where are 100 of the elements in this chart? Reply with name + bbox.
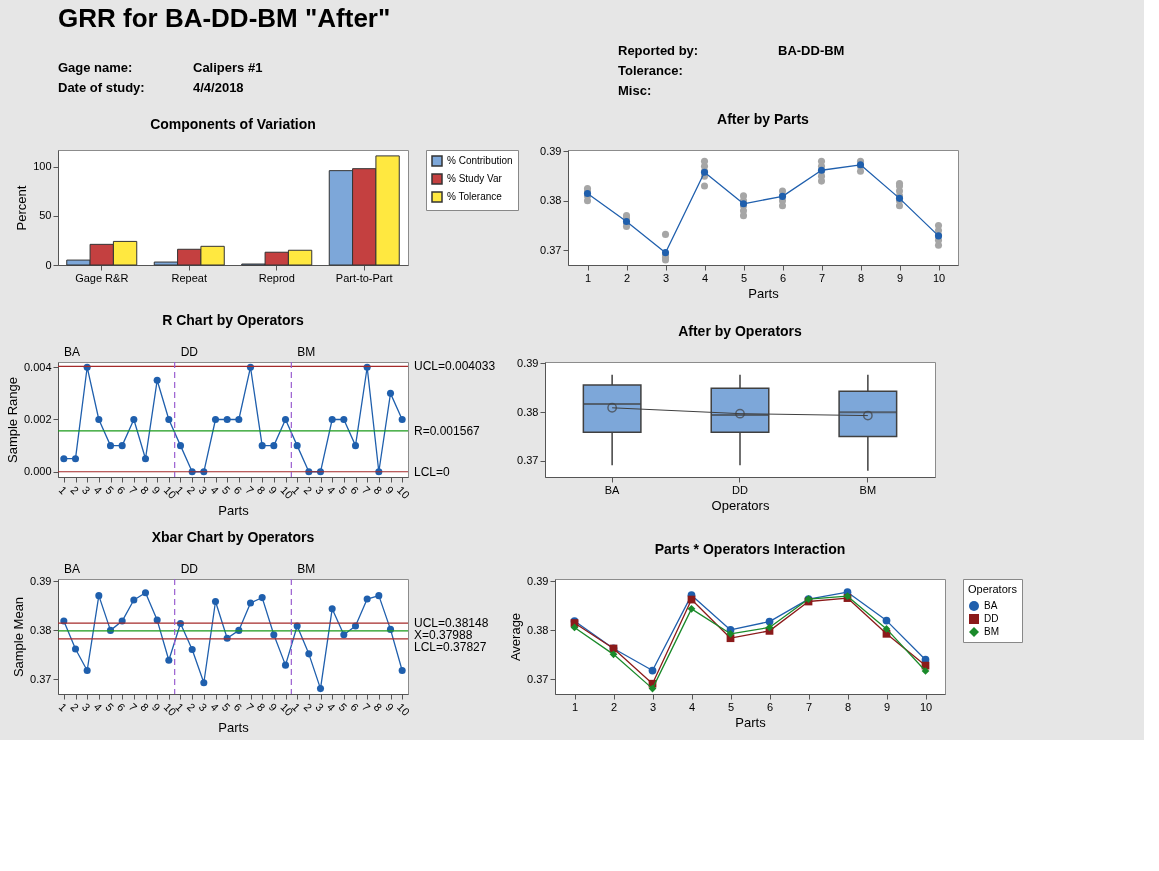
x-tick-label: 4: [324, 700, 338, 714]
x-tick-label: 1: [571, 700, 579, 713]
x-tick-label: 7: [805, 700, 813, 713]
x-tick-label: BA: [604, 483, 621, 496]
text: Tolerance:: [618, 63, 683, 78]
y-tick-label: 0.002: [23, 413, 52, 425]
text: BA: [64, 562, 81, 576]
y-tick-label: 0.38: [30, 623, 52, 636]
x-tick-label: 3: [662, 271, 670, 284]
x-tick-label: 8: [254, 700, 268, 714]
x-tick-label: 9: [149, 700, 163, 714]
y-tick-label: 0.38: [517, 405, 539, 418]
x-axis-title: Parts: [748, 285, 780, 301]
x-tick-label: 5: [727, 700, 735, 713]
x-tick-label: Gage R&R: [75, 271, 129, 284]
y-tick-label: 0.39: [517, 356, 539, 369]
ref-line-label: UCL=0.38148: [414, 616, 489, 631]
y-tick-label: 0.004: [23, 360, 52, 373]
y-tick-label: 0.39: [30, 574, 52, 587]
y-tick-label: 0.38: [540, 194, 562, 207]
ref-line-label: R=0.001567: [414, 423, 481, 438]
ref-line-label: X=0.37988: [414, 628, 473, 643]
x-tick-label: 3: [196, 700, 210, 714]
x-tick-label: 3: [79, 483, 93, 497]
x-tick-label: 2: [623, 271, 631, 284]
y-tick-label: 0.39: [540, 144, 562, 157]
x-tick-label: 2: [68, 483, 82, 497]
x-tick-label: 2: [301, 700, 315, 714]
y-tick-label: 0: [45, 258, 52, 271]
y-axis-title: Average: [508, 612, 524, 662]
text: BM: [297, 562, 316, 576]
x-tick-label: 10: [932, 271, 946, 284]
x-tick-label: 10: [394, 700, 413, 718]
y-tick-label: 0.000: [23, 465, 52, 478]
x-tick-label: BM: [859, 483, 877, 496]
x-tick-label: 6: [766, 700, 774, 713]
x-tick-label: 2: [68, 700, 82, 714]
x-tick-label: 2: [301, 483, 315, 497]
text: Gage name:: [58, 60, 133, 75]
x-axis-title: Parts: [218, 502, 250, 518]
legend-label: DD: [984, 613, 999, 624]
chart-title: Parts * Operators Interaction: [654, 541, 846, 558]
x-tick-label: 6: [231, 483, 245, 497]
text: BA: [64, 345, 81, 359]
y-tick-label: 0.39: [527, 574, 549, 587]
chart-title: After by Parts: [717, 111, 810, 128]
text: Reported by:: [618, 43, 699, 58]
x-tick-label: 5: [219, 483, 233, 497]
x-tick-label: 9: [883, 700, 891, 713]
x-axis-title: Parts: [735, 714, 767, 730]
x-tick-label: 8: [857, 271, 865, 284]
x-tick-label: 3: [79, 700, 93, 714]
ref-line-label: UCL=0.004033: [414, 359, 496, 374]
x-tick-label: DD: [732, 483, 748, 496]
y-axis-title: Sample Mean: [11, 596, 27, 678]
chart-title: After by Operators: [678, 323, 803, 340]
x-tick-label: Repeat: [171, 271, 207, 284]
x-tick-label: 9: [266, 700, 280, 714]
x-tick-label: 9: [383, 483, 397, 497]
y-axis-title: Percent: [14, 185, 30, 231]
legend-label: % Study Var: [447, 173, 503, 184]
text: Misc:: [618, 83, 652, 98]
x-tick-label: 7: [243, 483, 257, 497]
y-tick-label: 0.37: [540, 243, 562, 256]
x-axis-title: Parts: [218, 719, 250, 735]
x-tick-label: 9: [896, 271, 904, 284]
x-tick-label: 7: [126, 483, 140, 497]
x-tick-label: 7: [818, 271, 826, 284]
x-tick-label: 8: [844, 700, 852, 713]
x-tick-label: 9: [266, 483, 280, 497]
x-tick-label: 3: [196, 483, 210, 497]
chart-title: Components of Variation: [150, 115, 316, 132]
x-tick-label: Reprod: [258, 271, 295, 284]
text: Calipers #1: [193, 60, 263, 75]
x-tick-label: 3: [313, 483, 327, 497]
x-tick-label: 2: [610, 700, 618, 713]
x-tick-label: 8: [138, 700, 152, 714]
x-tick-label: 5: [336, 483, 350, 497]
legend-label: % Contribution: [447, 155, 513, 166]
chart-title: Xbar Chart by Operators: [151, 529, 315, 545]
legend-label: BM: [984, 626, 999, 637]
x-tick-label: Part-to-Part: [335, 271, 393, 284]
y-tick-label: 100: [33, 160, 52, 173]
ref-line-label: LCL=0: [414, 464, 451, 479]
x-tick-label: 6: [114, 483, 128, 497]
x-tick-label: 1: [56, 700, 70, 714]
x-tick-label: 8: [371, 483, 385, 497]
y-tick-label: 50: [39, 209, 52, 222]
text: DD: [180, 562, 199, 576]
x-tick-label: 6: [348, 483, 362, 497]
x-tick-label: 2: [184, 700, 198, 714]
x-tick-label: 6: [114, 700, 128, 714]
text: GRR for BA-DD-BM "After": [58, 3, 391, 33]
text: BM: [297, 345, 316, 359]
x-tick-label: 4: [91, 483, 105, 497]
x-tick-label: 10: [394, 483, 413, 501]
x-tick-label: 4: [91, 700, 105, 714]
x-tick-label: 5: [336, 700, 350, 714]
y-tick-label: 0.37: [517, 454, 539, 467]
x-tick-label: 6: [348, 700, 362, 714]
